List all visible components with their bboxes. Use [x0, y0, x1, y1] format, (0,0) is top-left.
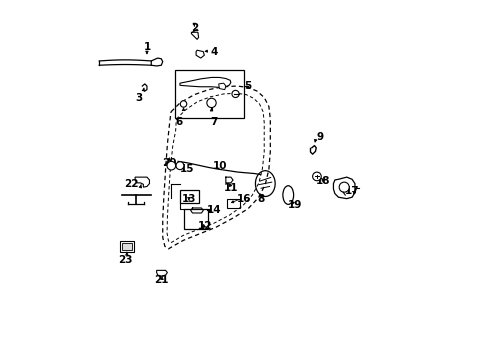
- Text: 23: 23: [118, 255, 132, 265]
- Text: 22: 22: [124, 179, 139, 189]
- Text: 13: 13: [182, 194, 196, 204]
- Text: 14: 14: [206, 206, 221, 216]
- Circle shape: [339, 182, 348, 192]
- Polygon shape: [196, 50, 204, 58]
- Text: 2: 2: [190, 23, 198, 33]
- Circle shape: [206, 98, 216, 108]
- Text: 7: 7: [210, 117, 217, 127]
- Bar: [180, 190, 198, 203]
- Circle shape: [176, 162, 183, 170]
- Polygon shape: [156, 270, 167, 276]
- Polygon shape: [135, 177, 149, 187]
- Polygon shape: [151, 58, 163, 66]
- Text: 21: 21: [154, 275, 168, 285]
- Bar: [122, 243, 132, 250]
- Text: 18: 18: [316, 176, 330, 186]
- Polygon shape: [333, 177, 354, 199]
- Text: 3: 3: [135, 93, 142, 103]
- Polygon shape: [191, 32, 198, 40]
- Circle shape: [167, 161, 175, 170]
- Text: 9: 9: [316, 132, 323, 142]
- Bar: [183, 209, 207, 229]
- Bar: [227, 199, 240, 208]
- Text: 16: 16: [237, 194, 251, 204]
- Text: 19: 19: [287, 200, 301, 210]
- Text: 12: 12: [198, 221, 212, 231]
- Text: 11: 11: [224, 183, 238, 193]
- Polygon shape: [180, 77, 230, 87]
- Text: 20: 20: [162, 158, 176, 168]
- Text: 8: 8: [257, 194, 264, 204]
- Text: 4: 4: [210, 46, 217, 57]
- Circle shape: [312, 172, 321, 181]
- Bar: [120, 241, 134, 252]
- Text: 17: 17: [344, 186, 359, 196]
- Circle shape: [231, 90, 239, 98]
- Text: 5: 5: [244, 81, 251, 91]
- Circle shape: [180, 101, 186, 107]
- Text: 1: 1: [144, 42, 151, 52]
- Text: 10: 10: [212, 161, 227, 171]
- Polygon shape: [218, 83, 225, 90]
- Bar: [174, 69, 244, 118]
- Text: 6: 6: [175, 117, 183, 127]
- Text: 15: 15: [180, 163, 194, 174]
